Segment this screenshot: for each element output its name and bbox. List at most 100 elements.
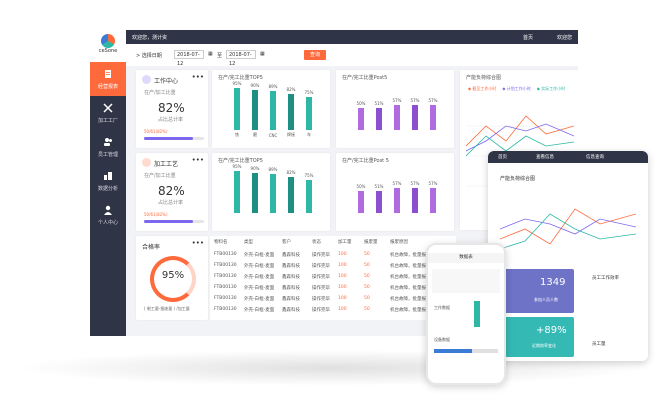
bar xyxy=(430,187,436,213)
tablet-chart: 产能负荷综合图 xyxy=(494,169,642,265)
sidebar-item-staff[interactable]: 员工管理 xyxy=(90,130,126,164)
bar-chart-card: 在产/完工比重Post 5 50% 51% 57% 57% 57% xyxy=(336,153,454,231)
card-title: 工作中心 xyxy=(154,78,179,85)
end-date-input[interactable]: 2018-07-12 xyxy=(226,50,256,67)
table-row[interactable]: FTB00130 外壳-白框-麦面 鑫森科技 操作完毕 100 50 机台故障，批量报废 xyxy=(210,250,456,262)
sidebar-item-factory[interactable]: 加工工厂 xyxy=(90,96,126,130)
bar-value-label: 57% xyxy=(392,180,402,186)
table-cell: 机台故障，批量报废 xyxy=(390,286,431,291)
sidebar-item-reports[interactable]: 经营报表 xyxy=(90,62,126,96)
phone-label: 工作数据 xyxy=(434,305,450,310)
data-table: 物料名 类型 客户 状态 加工量 报废量 报废原因 FTB00130 外壳-白框-麦面 鑫森科技… xyxy=(210,236,456,320)
table-cell: 操作完毕 xyxy=(312,297,330,302)
bar-value-label: 50% xyxy=(356,184,366,189)
more-icon[interactable]: ••• xyxy=(191,239,204,247)
bar xyxy=(270,90,276,130)
bar-value-label: 57% xyxy=(392,97,402,103)
bar xyxy=(252,173,258,213)
table-cell: 50 xyxy=(364,274,370,279)
sidebar-item-label: 加工工厂 xyxy=(97,118,118,124)
phone-title: 数据表 xyxy=(428,253,504,263)
table-cell: 外壳-白框-麦面 xyxy=(244,275,275,280)
tablet-tab[interactable]: 查看信息 xyxy=(536,155,554,160)
table-row[interactable]: FTB00130 外壳-白框-麦面 鑫森科技 操作完毕 100 50 机台故障，批量报废 xyxy=(210,294,456,306)
query-button[interactable]: 查询 xyxy=(304,50,326,60)
table-cell: 100 xyxy=(338,296,347,301)
home-link[interactable]: 首页 xyxy=(522,35,533,41)
sidebar-item-analysis[interactable]: 数据分析 xyxy=(90,164,126,198)
sidebar-item-label: 数据分析 xyxy=(97,186,118,192)
date-to-label: 至 xyxy=(217,53,223,59)
bar-value-label: 82% xyxy=(286,86,296,92)
bar-category-label: CNC xyxy=(268,133,278,138)
bar-category-label: 焊接 xyxy=(287,132,295,137)
bar-value-label: 90% xyxy=(250,83,260,89)
bar xyxy=(234,171,240,213)
table-header-cell: 报废原因 xyxy=(390,240,408,245)
phone-preview: 数据表 工作数据 设备数据 xyxy=(426,243,506,385)
table-row[interactable]: FTB00130 外壳-白框-麦面 鑫森科技 操作完毕 100 50 机台故障，批量报废 xyxy=(210,261,456,273)
table-cell: 外壳-白框-麦面 xyxy=(244,308,275,313)
side-card-title: 员工工作效率 xyxy=(592,276,619,281)
table-cell: 外壳-白框-麦面 xyxy=(244,264,275,269)
bar-chart-title: 在产/完工比重TOP5 xyxy=(218,75,263,81)
processing-card: 加工工艺 ••• 在产/加工比重 82% 占比总计率 50/61(82%) xyxy=(136,153,208,231)
tablet-chart-title: 产能负荷综合图 xyxy=(500,176,536,182)
bar xyxy=(394,104,400,130)
phone-bar xyxy=(474,301,480,327)
table-cell: 鑫森科技 xyxy=(282,308,300,313)
phone-label: 设备数据 xyxy=(434,337,450,342)
progress-bar xyxy=(144,137,204,140)
table-cell: 鑫森科技 xyxy=(282,286,300,291)
card-desc: 在产/加工比重 xyxy=(144,90,176,96)
bar xyxy=(412,187,418,213)
line-series-3 xyxy=(466,135,574,157)
table-cell: 外壳-白框-麦面 xyxy=(244,253,275,258)
tablet-preview: 首页 查看信息 信息查询 产能负荷综合图 1349 参加人员人数 +89% 近期… xyxy=(488,151,648,361)
more-icon[interactable]: ••• xyxy=(191,156,204,164)
table-cell: 操作完毕 xyxy=(312,286,330,291)
bar-value-label: 95% xyxy=(232,81,242,87)
table-row[interactable]: FTB00130 外壳-白框-麦面 鑫森科技 操作完毕 100 50 机台故障，批量报废 xyxy=(210,272,456,284)
more-icon[interactable]: ••• xyxy=(191,73,204,81)
line-series-2 xyxy=(466,123,574,152)
bar xyxy=(288,93,294,130)
table-cell: FTB00130 xyxy=(214,285,237,290)
table-header-cell: 类型 xyxy=(244,240,253,245)
table-cell: 操作完毕 xyxy=(312,308,330,313)
tablet-tab[interactable]: 信息查询 xyxy=(586,155,604,160)
work-center-icon xyxy=(142,75,151,84)
sidebar-item-label: 经营报表 xyxy=(97,84,118,90)
pass-rate-footer: ( 制工量-报废量 ) /加工量 xyxy=(144,306,190,311)
table-cell: FTB00130 xyxy=(214,307,237,312)
calendar-icon[interactable]: ▦ xyxy=(208,51,213,57)
sidebar-item-profile[interactable]: 个人中心 xyxy=(90,198,126,232)
logo-mark-icon xyxy=(101,34,115,48)
tablet-tab[interactable]: 首页 xyxy=(498,155,507,160)
tablet-tile-efficiency: +89% 近期效率变化 xyxy=(494,317,574,357)
card-percent: 82% xyxy=(158,101,185,115)
table-cell: 机台故障，批量报废 xyxy=(390,275,431,280)
table-cell: 50 xyxy=(364,252,370,257)
bar-value-label: 57% xyxy=(410,180,420,186)
table-row[interactable]: FTB00130 外壳-白框-麦面 鑫森科技 操作完毕 100 50 机台故障，批量报废 xyxy=(210,305,456,317)
card-percent: 82% xyxy=(158,184,185,198)
bar-value-label: 82% xyxy=(286,169,296,175)
table-cell: 机台故障，批量报废 xyxy=(390,253,431,258)
tablet-side-card: 员工工作效率 xyxy=(580,269,642,313)
table-cell: FTB00130 xyxy=(214,263,237,268)
user-menu[interactable]: 欢迎您 xyxy=(556,35,572,41)
table-header-cell: 报废量 xyxy=(364,240,378,245)
table-header: 物料名 类型 客户 状态 加工量 报废量 报废原因 xyxy=(210,236,456,248)
start-date-input[interactable]: 2018-07-12 xyxy=(174,50,204,67)
card-desc: 在产/加工比重 xyxy=(144,173,176,179)
table-row[interactable]: FTB00130 外壳-白框-麦面 鑫森科技 操作完毕 100 50 机台故障，批量报废 xyxy=(210,283,456,295)
table-cell: FTB00130 xyxy=(214,274,237,279)
calendar-icon[interactable]: ▦ xyxy=(260,51,265,57)
bar xyxy=(270,173,276,213)
tile-value: +89% xyxy=(536,325,567,336)
table-cell: 外壳-白框-麦面 xyxy=(244,297,275,302)
pass-rate-card: 合格率 ••• 95% ( 制工量-报废量 ) /加工量 xyxy=(136,236,208,320)
bar-value-label: 57% xyxy=(428,97,438,103)
tools-icon xyxy=(103,103,113,113)
